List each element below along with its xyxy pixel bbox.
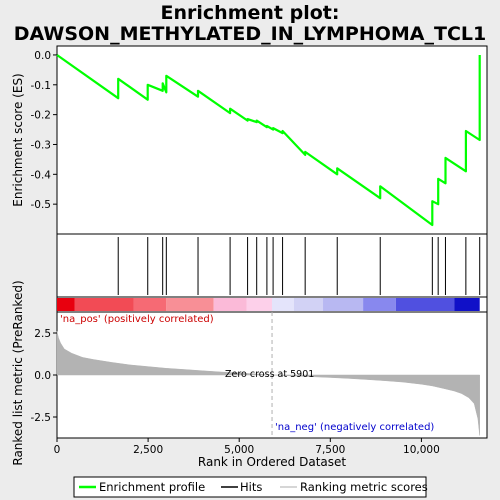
es-axis: 0.0 -0.1 -0.2 -0.3 -0.4 -0.5: [31, 50, 57, 211]
x-axis: 0 2,500 5,000 7,500 10,000: [54, 438, 440, 456]
ranking-metric-area: [56, 312, 480, 438]
es-panel: [56, 45, 488, 235]
enrichment-profile-path: [56, 54, 481, 227]
metric-y-axis-label: Ranked list metric (PreRanked): [11, 280, 25, 465]
legend-box: [73, 476, 427, 498]
x-axis-label: Rank in Ordered Dataset: [198, 455, 346, 469]
x-tick-label: 2,500: [133, 444, 163, 456]
color-bar-segment: [246, 298, 273, 311]
es-y-tick-label: -0.1: [31, 80, 52, 92]
metric-y-tick-label: 2.5: [34, 328, 51, 340]
metric-axis: 2.5 0.0 -2.5: [31, 328, 57, 424]
color-bar-segment: [133, 298, 167, 311]
x-tick-label: 0: [54, 444, 61, 456]
color-bar-segment: [57, 298, 75, 311]
legend-label-enrichment-profile: Enrichment profile: [99, 480, 205, 494]
color-bar-segment: [74, 298, 134, 311]
es-y-tick-label: -0.4: [31, 169, 52, 181]
pos-correlation-label: 'na_pos' (positively correlated): [60, 314, 214, 325]
enrichment-profile-line: [56, 54, 481, 227]
rank-color-bar: [57, 298, 480, 311]
color-bar-segment: [293, 298, 324, 311]
color-bar-segment: [454, 298, 480, 311]
x-tick-label: 5,000: [224, 444, 254, 456]
ranking-metric-fill: [56, 331, 480, 436]
metric-y-tick-label: -2.5: [31, 412, 52, 424]
metric-y-tick-label: 0.0: [34, 370, 51, 382]
color-bar-segment: [395, 298, 455, 311]
legend-label-ranking-metric-scores: Ranking metric scores: [300, 480, 428, 494]
color-bar-segment: [272, 298, 294, 311]
plot-title-line1: Enrichment plot:: [161, 2, 340, 24]
color-bar-segment: [166, 298, 214, 311]
es-y-tick-label: -0.3: [31, 139, 52, 151]
x-tick-label: 7,500: [315, 444, 345, 456]
color-bar-segment: [363, 298, 396, 311]
es-y-tick-label: 0.0: [34, 50, 51, 62]
color-bar-segment: [213, 298, 247, 311]
x-tick-label: 10,000: [403, 444, 440, 456]
plot-title-line2: DAWSON_METHYLATED_IN_LYMPHOMA_TCL1: [14, 23, 486, 45]
hit-markers: [117, 237, 481, 295]
es-y-tick-label: -0.5: [31, 199, 52, 211]
neg-correlation-label: 'na_neg' (negatively correlated): [275, 422, 434, 433]
es-y-axis-label: Enrichment score (ES): [11, 73, 25, 206]
zero-cross-label: Zero cross at 5901: [225, 369, 314, 380]
legend-label-hits: Hits: [240, 480, 262, 494]
hits-panel: [56, 233, 488, 298]
es-y-tick-label: -0.2: [31, 110, 52, 122]
color-bar-segment: [323, 298, 364, 311]
